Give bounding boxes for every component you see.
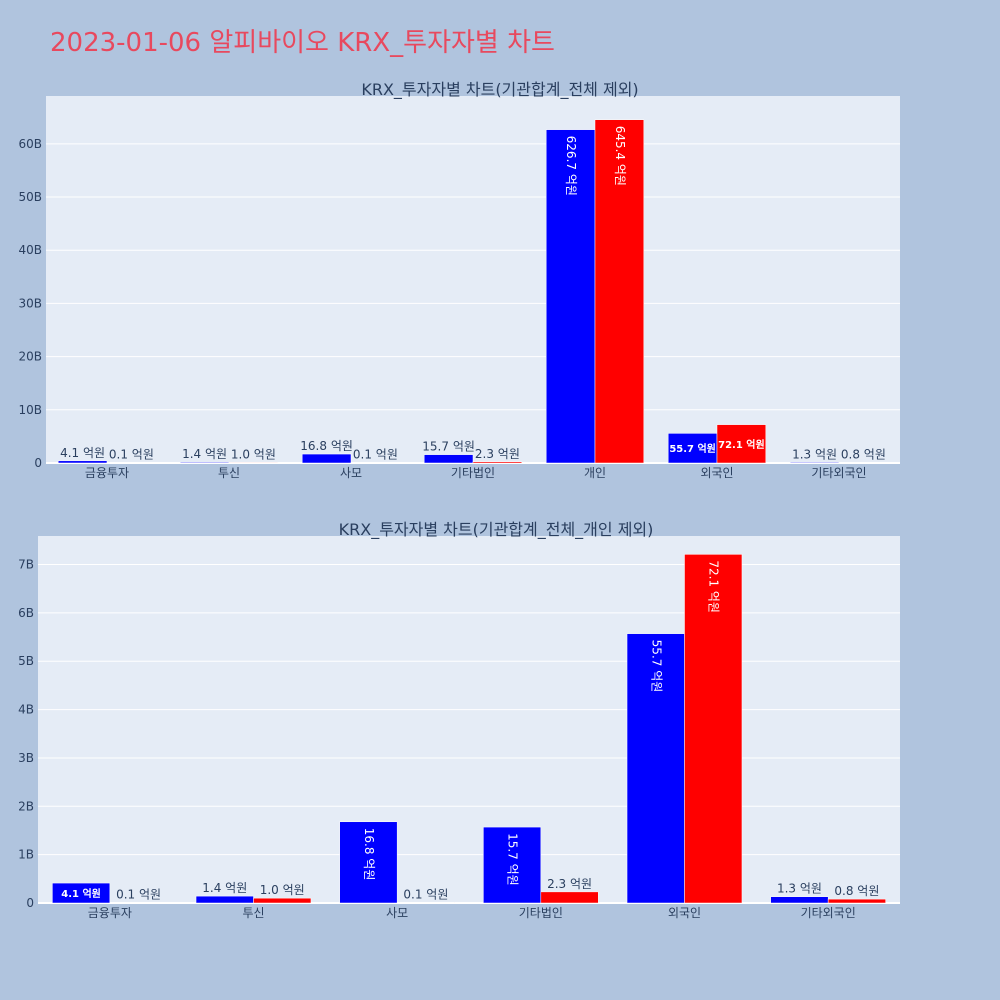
x-tick-label: 기타법인 <box>519 906 563 920</box>
y-tick-label: 6B <box>18 606 34 620</box>
x-tick-label: 사모 <box>340 466 362 480</box>
x-tick-label: 금융투자 <box>85 466 129 480</box>
data-label: 1.3 억원 <box>777 882 822 896</box>
y-tick-label: 2B <box>18 799 34 813</box>
data-label: 626.7 억원 <box>564 136 578 196</box>
bar <box>540 891 599 904</box>
data-label: 4.1 억원 <box>61 887 101 900</box>
bar <box>770 896 829 904</box>
bar <box>716 424 767 464</box>
y-tick-label: 60B <box>18 137 42 151</box>
bar <box>195 895 254 904</box>
data-label: 2.3 억원 <box>475 447 520 461</box>
data-label: 0.8 억원 <box>834 884 879 898</box>
data-label: 0.1 억원 <box>353 448 398 462</box>
bar <box>472 461 523 464</box>
x-tick-label: 개인 <box>584 466 606 480</box>
y-tick-label: 5B <box>18 654 34 668</box>
bar <box>838 462 889 464</box>
data-label: 1.0 억원 <box>231 447 276 461</box>
data-label: 1.4 억원 <box>202 881 247 895</box>
plot-area <box>46 96 900 463</box>
data-label: 1.4 억원 <box>182 447 227 461</box>
data-label: 4.1 억원 <box>60 446 105 460</box>
data-label: 16.8 억원 <box>362 828 376 881</box>
bar <box>109 902 168 904</box>
x-tick-label: 외국인 <box>700 466 733 480</box>
page-title: 2023-01-06 알피바이오 KRX_투자자별 차트 <box>50 28 555 58</box>
y-tick-label: 0 <box>34 456 42 470</box>
bar <box>52 882 111 904</box>
data-label: 0.1 억원 <box>116 888 161 902</box>
y-tick-label: 3B <box>18 751 34 765</box>
y-tick-label: 7B <box>18 558 34 572</box>
x-tick-label: 투신 <box>218 466 240 480</box>
plot-area <box>38 536 900 903</box>
data-label: 1.3 억원 <box>792 447 837 461</box>
data-label: 15.7 억원 <box>422 440 475 454</box>
bar <box>684 554 743 904</box>
y-tick-label: 4B <box>18 703 34 717</box>
bar <box>350 462 401 464</box>
chart-1: 0 10B 20B 30B 40B 50B 60B KRX_투자자별 차트(기관합계_전체 제… <box>18 80 900 480</box>
data-label: 16.8 억원 <box>300 439 353 453</box>
data-label: 72.1 억원 <box>707 560 721 613</box>
y-tick-label: 30B <box>18 296 42 310</box>
x-tick-label: 기타외국인 <box>811 466 866 480</box>
y-tick-label: 0 <box>26 896 34 910</box>
x-tick-label: 사모 <box>386 906 408 920</box>
data-label: 15.7 억원 <box>506 833 520 886</box>
y-tick-label: 40B <box>18 243 42 257</box>
bar <box>423 454 474 464</box>
x-tick-label: 기타외국인 <box>801 906 856 920</box>
bar <box>301 453 352 464</box>
bar <box>667 433 718 464</box>
bar <box>339 821 398 904</box>
bar <box>57 460 108 464</box>
x-tick-label: 외국인 <box>668 906 701 920</box>
y-tick-label: 10B <box>18 403 42 417</box>
data-label: 72.1 억원 <box>718 438 765 451</box>
data-label: 1.0 억원 <box>260 883 305 897</box>
bar <box>483 826 542 904</box>
chart-title: KRX_투자자별 차트(기관합계_전체 제외) <box>361 80 638 100</box>
chart-2: 0 1B 2B 3B 4B 5B 6B 7B KRX_투자자별 차트(기관합계_전체_개인 제외… <box>18 520 900 920</box>
x-tick-label: 투신 <box>242 906 264 920</box>
data-label: 55.7 억원 <box>669 442 716 455</box>
bar <box>789 462 840 464</box>
data-label: 0.8 억원 <box>841 448 886 462</box>
bar <box>228 462 279 464</box>
data-label: 55.7 억원 <box>649 640 663 693</box>
data-label: 0.1 억원 <box>109 448 154 462</box>
bar <box>545 129 596 464</box>
bar <box>827 898 886 904</box>
x-tick-label: 금융투자 <box>88 906 132 920</box>
y-tick-label: 1B <box>18 848 34 862</box>
bar <box>179 461 230 464</box>
data-label: 2.3 억원 <box>547 877 592 891</box>
chart-title: KRX_투자자별 차트(기관합계_전체_개인 제외) <box>339 520 654 540</box>
bar <box>253 897 312 904</box>
bar <box>106 462 157 464</box>
data-label: 0.1 억원 <box>403 888 448 902</box>
bar <box>396 902 455 904</box>
y-tick-label: 50B <box>18 190 42 204</box>
y-tick-label: 20B <box>18 350 42 364</box>
data-label: 645.4 억원 <box>613 126 627 186</box>
bar <box>594 119 645 464</box>
x-tick-label: 기타법인 <box>451 466 495 480</box>
